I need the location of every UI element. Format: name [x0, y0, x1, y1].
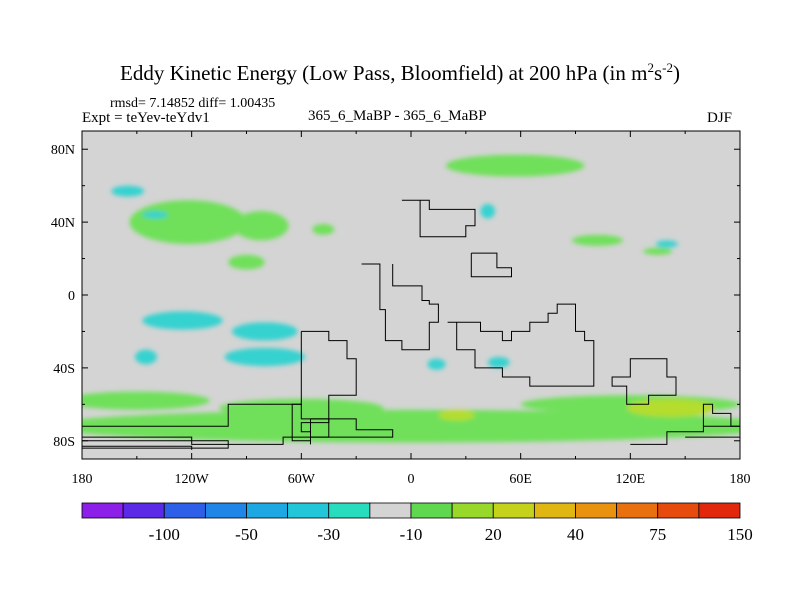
y-tick-label: 80N — [51, 143, 75, 158]
colorbar-label: -10 — [400, 525, 423, 544]
region-south-pacific-cyan-2 — [231, 322, 298, 341]
colorbar-swatch — [204, 502, 247, 519]
colorbar-label: 75 — [649, 525, 666, 544]
colorbar-swatch — [328, 502, 371, 519]
colorbar: -100 -50 -30 -10 20 40 75 150 — [81, 502, 753, 544]
region-subtropic-west-blob — [228, 254, 265, 270]
coastline-indonesia-australia — [611, 358, 677, 405]
colorbar-swatch — [369, 502, 412, 519]
region-south-atlantic-yellow — [438, 409, 475, 421]
coastline-antarctic-peninsula — [310, 418, 330, 438]
y-tick-label: 40N — [51, 216, 75, 231]
x-tick-label: 60W — [288, 472, 316, 487]
coastline-antarctica — [82, 403, 394, 445]
coastline-south-america — [291, 330, 357, 445]
colorbar-swatch — [451, 502, 494, 519]
region-south-pacific-cyan — [142, 311, 223, 330]
colorbar-label: 20 — [485, 525, 502, 544]
y-tick-label: 40S — [53, 362, 75, 377]
region-antarctic-ring — [82, 409, 740, 443]
colorbar-swatch — [698, 502, 741, 519]
x-tick-label: 180 — [72, 472, 93, 487]
coastline-antarctica-coast-west — [82, 445, 193, 450]
colorbar-swatch — [575, 502, 618, 519]
field-regions — [82, 154, 740, 443]
coastline-west-africa — [361, 263, 439, 351]
region-north-atlantic-cyan — [480, 203, 496, 219]
season-label: DJF — [707, 110, 733, 126]
colorbar-swatch — [410, 502, 453, 519]
runs-label: 365_6_MaBP - 365_6_MaBP — [308, 108, 487, 124]
region-indian-ocean-yellow — [626, 398, 715, 418]
region-north-pacific-band — [129, 200, 247, 244]
colorbar-swatch — [616, 502, 659, 519]
x-tick-label: 120W — [175, 472, 210, 487]
colorbar-swatch — [533, 502, 576, 519]
y-tick-label: 80S — [53, 435, 75, 450]
region-asia-jet-green — [571, 234, 624, 246]
colorbar-swatch — [163, 502, 206, 519]
region-southern-ocean-cyan — [224, 347, 305, 367]
x-tick-label: 60E — [509, 472, 532, 487]
region-north-pacific-cyan-2 — [142, 211, 168, 219]
coastline-antarctica-coast-lower — [82, 440, 229, 449]
coastline-north-africa-europe — [401, 199, 476, 238]
region-west-pacific-green — [643, 247, 673, 255]
region-europe-north-blob — [312, 223, 335, 235]
region-north-pacific-cyan — [111, 185, 145, 197]
region-north-atlantic-green — [233, 211, 289, 241]
coastlines — [82, 199, 740, 450]
colorbar-label: -50 — [235, 525, 258, 544]
region-southern-ocean-west — [82, 391, 210, 410]
x-tick-label: 120E — [616, 472, 646, 487]
colorbar-swatch — [246, 502, 289, 519]
colorbar-swatch — [122, 502, 165, 519]
colorbar-label: 40 — [567, 525, 584, 544]
colorbar-label: 150 — [727, 525, 753, 544]
region-south-atlantic-cyan-2 — [427, 358, 446, 370]
x-tick-label: 180 — [730, 472, 751, 487]
region-asia-cyan — [655, 240, 678, 248]
x-tick-label: 0 — [408, 472, 415, 487]
coastline-antarctica-far-east — [685, 425, 740, 438]
chart-title: Eddy Kinetic Energy (Low Pass, Bloomfiel… — [120, 60, 680, 85]
colorbar-swatch — [81, 502, 124, 519]
coastline-central-africa-east — [447, 303, 595, 387]
y-tick-label: 0 — [68, 289, 75, 304]
region-pacific-cyan-small — [135, 349, 157, 365]
experiment-label: Expt = teYev-teYdv1 — [82, 110, 210, 126]
region-south-atlantic-cyan — [487, 356, 510, 368]
colorbar-swatch — [492, 502, 535, 519]
region-arctic-band-east — [445, 154, 585, 177]
colorbar-label: -30 — [317, 525, 340, 544]
stats-label: rmsd= 7.14852 diff= 1.00435 — [110, 96, 276, 111]
x-axis: 180 120W 60W 0 60E 120E 180 — [72, 131, 751, 487]
colorbar-label: -100 — [149, 525, 180, 544]
colorbar-swatch — [287, 502, 330, 519]
y-axis: 80N 40N 0 40S 80S — [51, 143, 740, 450]
coastline-arabia — [470, 252, 512, 278]
colorbar-swatch — [657, 502, 700, 519]
